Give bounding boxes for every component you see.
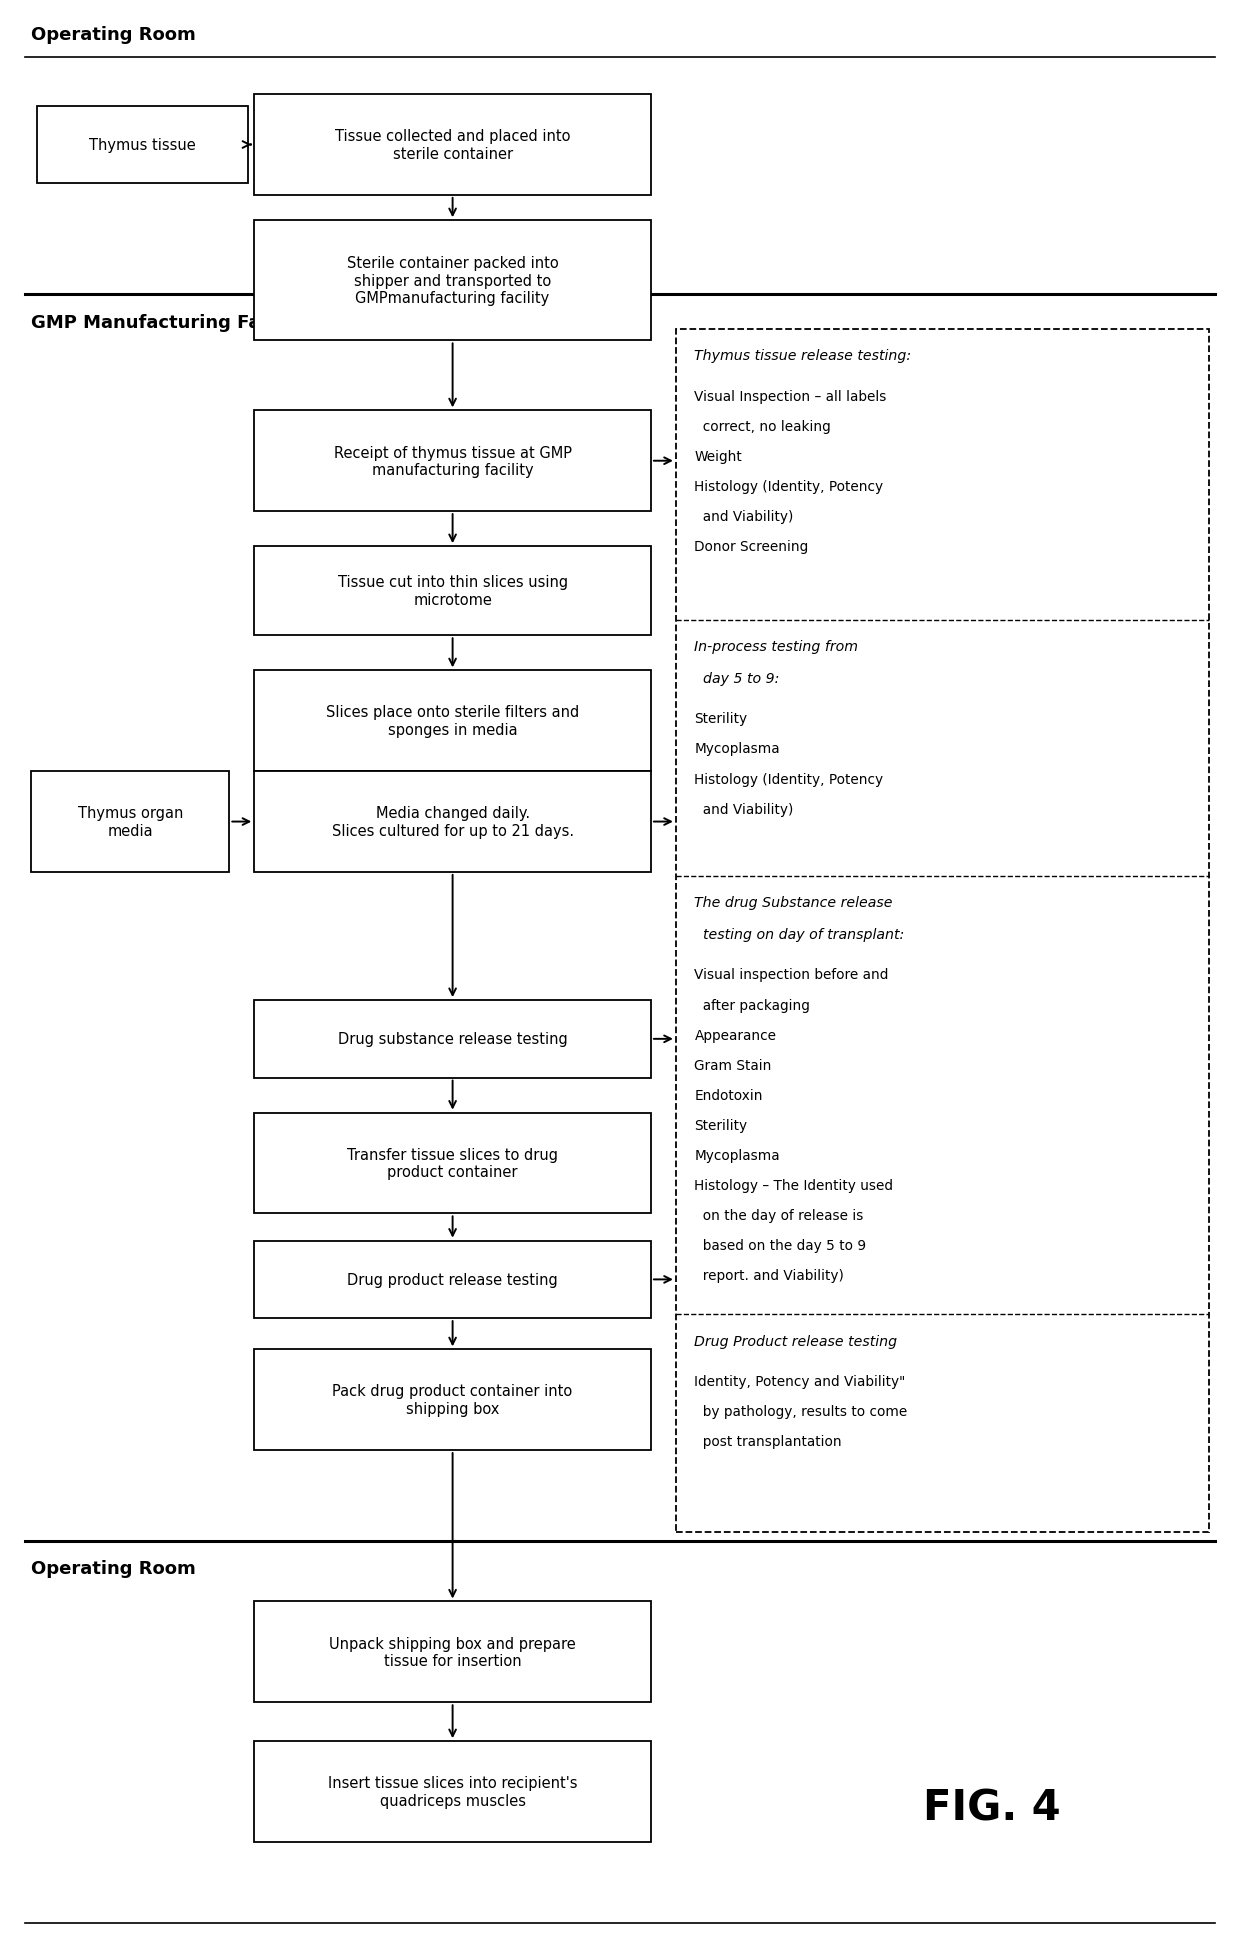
FancyBboxPatch shape: [254, 221, 651, 341]
Text: Thymus tissue: Thymus tissue: [89, 138, 196, 153]
FancyBboxPatch shape: [254, 671, 651, 772]
Text: Sterility: Sterility: [694, 712, 748, 725]
Text: Endotoxin: Endotoxin: [694, 1088, 763, 1101]
Text: Operating Room: Operating Room: [31, 25, 196, 45]
FancyBboxPatch shape: [254, 1741, 651, 1842]
Text: on the day of release is: on the day of release is: [694, 1208, 864, 1222]
Text: Transfer tissue slices to drug
product container: Transfer tissue slices to drug product c…: [347, 1148, 558, 1179]
FancyBboxPatch shape: [254, 1113, 651, 1214]
Text: Mycoplasma: Mycoplasma: [694, 1148, 780, 1161]
Text: Mycoplasma: Mycoplasma: [694, 743, 780, 756]
FancyBboxPatch shape: [254, 1241, 651, 1319]
Text: Donor Screening: Donor Screening: [694, 539, 808, 555]
Text: In-process testing from: In-process testing from: [694, 640, 858, 653]
Text: Drug product release testing: Drug product release testing: [347, 1272, 558, 1287]
Text: Tissue cut into thin slices using
microtome: Tissue cut into thin slices using microt…: [337, 576, 568, 607]
Text: Unpack shipping box and prepare
tissue for insertion: Unpack shipping box and prepare tissue f…: [330, 1637, 575, 1668]
Text: and Viability): and Viability): [694, 510, 794, 524]
Text: Receipt of thymus tissue at GMP
manufacturing facility: Receipt of thymus tissue at GMP manufact…: [334, 446, 572, 477]
Text: Histology (Identity, Potency: Histology (Identity, Potency: [694, 479, 884, 494]
Text: Histology (Identity, Potency: Histology (Identity, Potency: [694, 772, 884, 785]
FancyBboxPatch shape: [254, 772, 651, 873]
Text: by pathology, results to come: by pathology, results to come: [694, 1404, 908, 1419]
FancyBboxPatch shape: [37, 107, 248, 184]
Text: FIG. 4: FIG. 4: [924, 1786, 1060, 1828]
Text: Thymus tissue release testing:: Thymus tissue release testing:: [694, 349, 911, 363]
Text: Visual Inspection – all labels: Visual Inspection – all labels: [694, 390, 887, 403]
Text: Operating Room: Operating Room: [31, 1559, 196, 1576]
FancyBboxPatch shape: [254, 1001, 651, 1078]
Text: Visual inspection before and: Visual inspection before and: [694, 968, 889, 981]
Text: Histology – The Identity used: Histology – The Identity used: [694, 1179, 893, 1192]
Text: Appearance: Appearance: [694, 1028, 776, 1041]
FancyBboxPatch shape: [31, 772, 229, 873]
Text: Slices place onto sterile filters and
sponges in media: Slices place onto sterile filters and sp…: [326, 706, 579, 737]
Text: correct, no leaking: correct, no leaking: [694, 419, 831, 434]
Text: Sterility: Sterility: [694, 1119, 748, 1132]
Text: after packaging: after packaging: [694, 999, 810, 1012]
Text: Pack drug product container into
shipping box: Pack drug product container into shippin…: [332, 1384, 573, 1415]
Text: post transplantation: post transplantation: [694, 1435, 842, 1448]
FancyBboxPatch shape: [254, 411, 651, 512]
Text: and Viability): and Viability): [694, 803, 794, 816]
FancyBboxPatch shape: [254, 1350, 651, 1450]
Text: Drug Product release testing: Drug Product release testing: [694, 1334, 898, 1348]
Text: Thymus organ
media: Thymus organ media: [78, 807, 182, 838]
Text: Identity, Potency and Viability": Identity, Potency and Viability": [694, 1375, 905, 1388]
Text: Weight: Weight: [694, 450, 743, 463]
Text: Media changed daily.
Slices cultured for up to 21 days.: Media changed daily. Slices cultured for…: [331, 807, 574, 838]
Text: report. and Viability): report. and Viability): [694, 1268, 844, 1282]
Text: based on the day 5 to 9: based on the day 5 to 9: [694, 1239, 867, 1253]
Bar: [676, 330, 1209, 1532]
Text: Sterile container packed into
shipper and transported to
GMPmanufacturing facili: Sterile container packed into shipper an…: [347, 256, 558, 306]
Text: testing on day of transplant:: testing on day of transplant:: [694, 927, 905, 940]
Text: GMP Manufacturing Facility: GMP Manufacturing Facility: [31, 314, 310, 332]
Text: Tissue collected and placed into
sterile container: Tissue collected and placed into sterile…: [335, 130, 570, 161]
Text: Gram Stain: Gram Stain: [694, 1059, 771, 1072]
Text: Insert tissue slices into recipient's
quadriceps muscles: Insert tissue slices into recipient's qu…: [327, 1776, 578, 1807]
FancyBboxPatch shape: [254, 1602, 651, 1702]
Text: day 5 to 9:: day 5 to 9:: [694, 671, 780, 684]
FancyBboxPatch shape: [254, 95, 651, 196]
Text: The drug Substance release: The drug Substance release: [694, 896, 893, 909]
FancyBboxPatch shape: [254, 547, 651, 636]
Text: Drug substance release testing: Drug substance release testing: [337, 1032, 568, 1047]
